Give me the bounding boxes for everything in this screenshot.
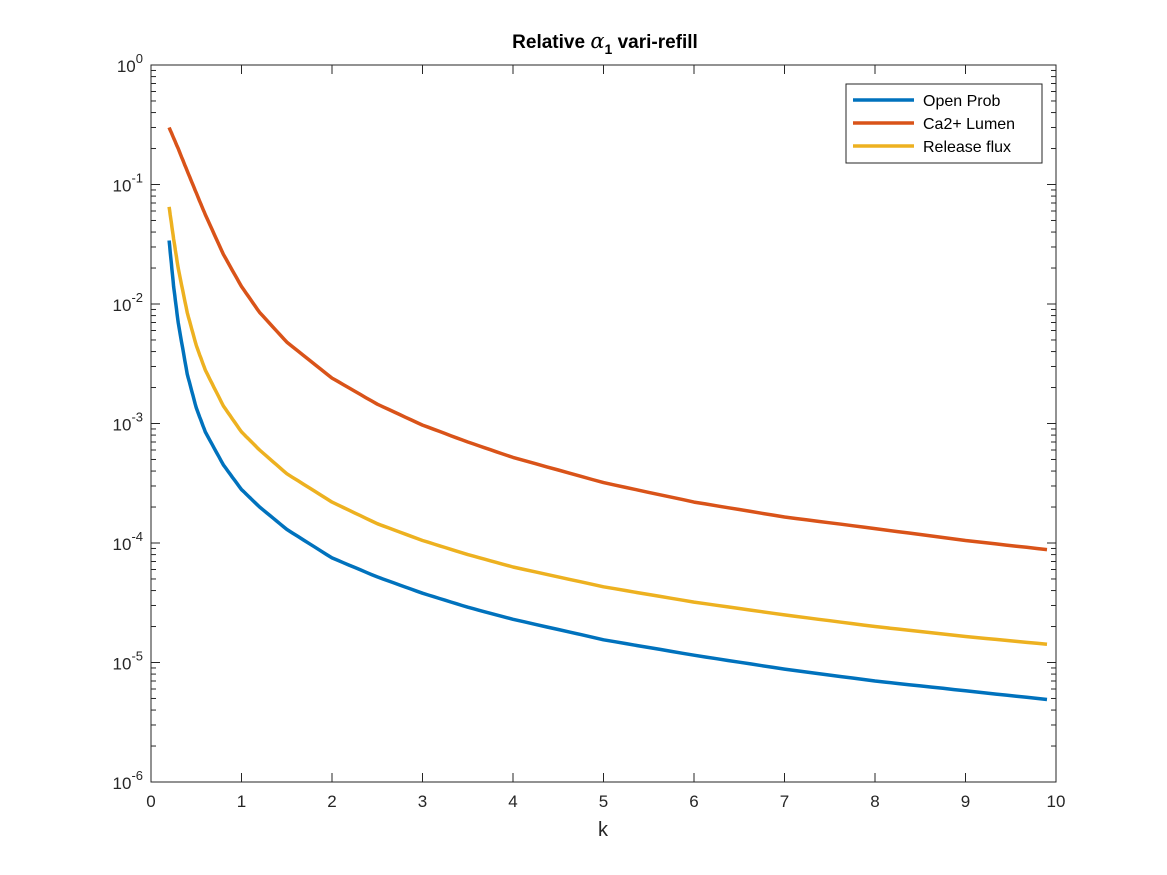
x-tick-label: 8 xyxy=(870,792,879,811)
y-tick-label: 10-3 xyxy=(113,410,143,435)
legend: Open Prob Ca2+ Lumen Release flux xyxy=(845,83,1043,164)
y-tick-exponent: -5 xyxy=(131,649,143,664)
y-tick-label: 10-5 xyxy=(113,649,143,674)
x-tick-label: 5 xyxy=(599,792,608,811)
chart-title-symbol: α xyxy=(590,29,604,53)
y-tick-base: 10 xyxy=(113,296,132,315)
y-tick-exponent: -1 xyxy=(131,171,143,186)
y-tick-base: 10 xyxy=(113,655,132,674)
series-line-1 xyxy=(167,126,1048,552)
legend-label-2: Release flux xyxy=(923,139,1011,156)
x-tick-label: 9 xyxy=(961,792,970,811)
y-tick-label: 10-2 xyxy=(113,290,143,315)
y-tick-exponent: -4 xyxy=(131,529,143,544)
x-tick-label: 10 xyxy=(1047,792,1066,811)
x-tick-label: 3 xyxy=(418,792,427,811)
y-tick-base: 10 xyxy=(113,535,132,554)
y-tick-label: 100 xyxy=(117,51,143,76)
plot-area xyxy=(150,64,1057,783)
y-tick-exponent: -2 xyxy=(131,290,143,305)
y-tick-label: 10-4 xyxy=(113,529,143,554)
y-tick-base: 10 xyxy=(113,177,132,196)
y-tick-exponent: -6 xyxy=(131,768,143,783)
y-tick-exponent: 0 xyxy=(136,51,143,66)
y-tick-label: 10-6 xyxy=(113,768,143,793)
x-tick-label: 7 xyxy=(780,792,789,811)
chart-title: Relative α1 vari-refill xyxy=(512,29,698,57)
legend-label-0: Open Prob xyxy=(923,93,1000,110)
series-line-2 xyxy=(167,206,1048,647)
chart-title-prefix: Relative xyxy=(512,32,590,53)
y-tick-base: 10 xyxy=(113,416,132,435)
y-tick-exponent: -3 xyxy=(131,410,143,425)
series-lines xyxy=(167,126,1048,702)
x-axis-label: k xyxy=(598,819,609,841)
y-tick-label: 10-1 xyxy=(113,171,143,196)
axes-box xyxy=(150,64,1057,783)
x-tick-label: 4 xyxy=(508,792,517,811)
chart-title-suffix: vari-refill xyxy=(612,32,698,53)
legend-label-1: Ca2+ Lumen xyxy=(923,116,1015,133)
chart-title-subscript: 1 xyxy=(605,41,613,57)
y-tick-base: 10 xyxy=(113,774,132,793)
x-tick-label: 2 xyxy=(327,792,336,811)
x-axis-ticks: 0 1 2 3 4 5 6 7 8 9 10 xyxy=(146,65,1065,811)
x-tick-label: 6 xyxy=(689,792,698,811)
x-tick-label: 0 xyxy=(146,792,155,811)
y-tick-base: 10 xyxy=(117,57,136,76)
series-line-0 xyxy=(167,240,1048,702)
x-tick-label: 1 xyxy=(237,792,246,811)
